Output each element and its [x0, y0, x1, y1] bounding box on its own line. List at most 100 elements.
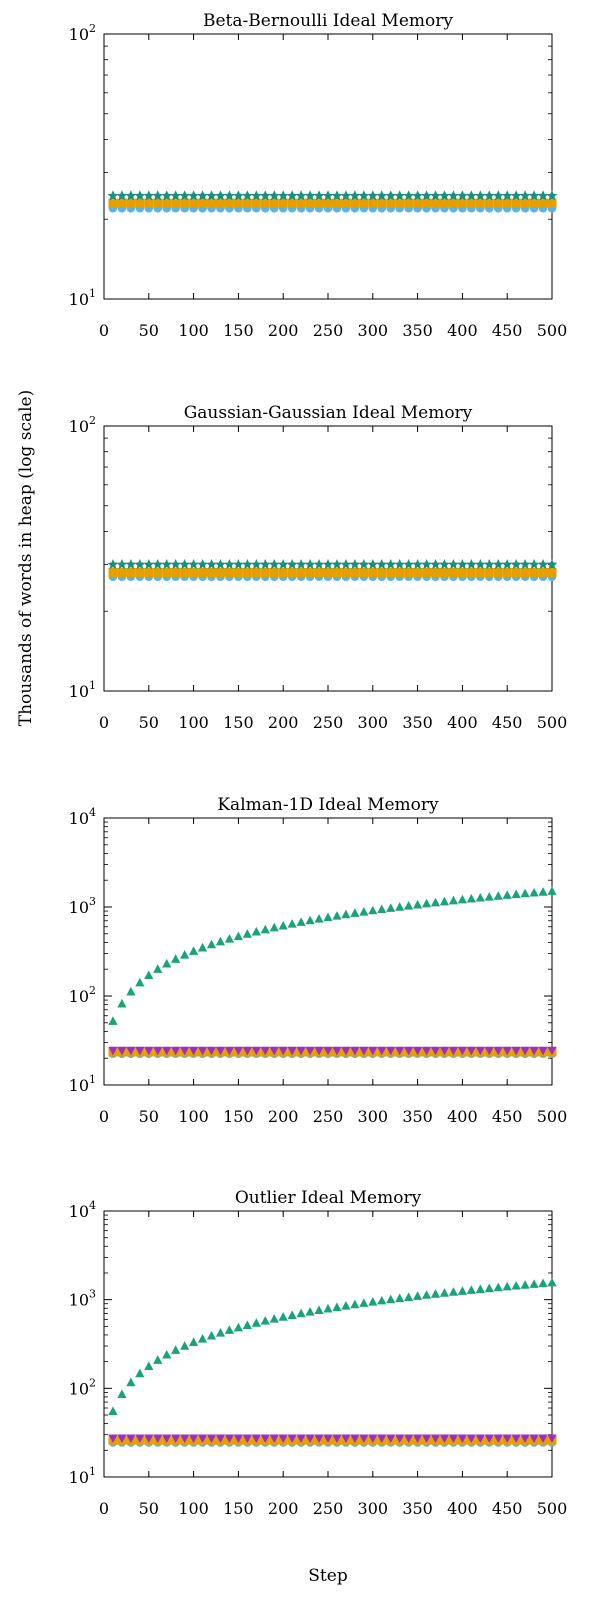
- data-point-0-2-39: [457, 190, 468, 201]
- data-point-0-1-32: [395, 198, 405, 208]
- data-point-3-3-35: [421, 1290, 432, 1299]
- data-point-3-3-26: [341, 1301, 351, 1310]
- data-point-2-3-13: [224, 934, 235, 943]
- data-point-2-3-41: [475, 892, 485, 902]
- data-point-1-1-29: [368, 568, 378, 578]
- data-point-3-2-17: [260, 1434, 270, 1444]
- data-point-0-2-1: [116, 190, 128, 201]
- data-point-3-3-40: [466, 1285, 476, 1294]
- data-point-0-1-13: [224, 198, 234, 208]
- data-point-3-2-39: [457, 1434, 467, 1444]
- chart-panel-2: Kalman-1D Ideal Memory 0 50 100 150 200 250 300…: [69, 795, 568, 1126]
- plot-frame-0: [103, 33, 553, 300]
- data-point-1-2-44: [501, 558, 513, 570]
- data-point-3-2-12: [215, 1434, 226, 1444]
- data-point-0-2-4: [143, 190, 155, 201]
- data-point-0-2-22: [304, 190, 316, 201]
- x-tick-label-3-2: 100: [178, 1499, 209, 1518]
- data-point-1-2-36: [430, 558, 441, 570]
- data-point-0-2-14: [233, 190, 244, 201]
- data-point-2-3-40: [466, 893, 476, 903]
- data-point-1-1-22: [305, 568, 315, 578]
- data-point-3-3-17: [260, 1316, 270, 1325]
- data-point-0-2-5: [152, 190, 164, 201]
- data-point-2-2-30: [377, 1046, 387, 1056]
- data-point-3-3-27: [350, 1299, 360, 1309]
- data-point-2-2-11: [206, 1046, 217, 1056]
- data-point-1-1-1: [117, 568, 127, 578]
- x-tick-label-2-4: 200: [268, 1107, 299, 1126]
- data-point-1-2-0: [107, 558, 119, 570]
- data-point-1-2-28: [358, 558, 370, 570]
- data-point-1-2-3: [134, 558, 146, 570]
- data-point-3-3-15: [242, 1320, 252, 1329]
- x-tick-label-1-3: 150: [223, 713, 254, 732]
- plot-frame-1: [103, 425, 553, 692]
- data-point-1-2-26: [340, 558, 352, 570]
- x-tick-label-2-7: 350: [402, 1107, 433, 1126]
- data-point-2-3-19: [278, 920, 288, 930]
- data-point-2-2-27: [350, 1046, 360, 1056]
- x-tick-label-2-3: 150: [223, 1107, 254, 1126]
- data-point-1-1-23: [314, 568, 324, 578]
- data-point-0-1-5: [153, 198, 163, 208]
- data-point-1-1-30: [377, 568, 387, 578]
- data-point-0-1-6: [162, 198, 172, 208]
- data-point-1-2-7: [170, 558, 182, 570]
- data-point-3-3-22: [305, 1306, 315, 1316]
- data-point-0-1-44: [502, 198, 512, 208]
- data-point-3-2-8: [180, 1434, 190, 1444]
- data-point-1-2-49: [546, 558, 558, 570]
- data-point-2-3-21: [296, 917, 306, 926]
- data-point-1-1-46: [520, 568, 530, 578]
- data-point-1-2-6: [161, 558, 173, 570]
- data-point-0-2-13: [224, 190, 235, 201]
- data-point-0-1-30: [377, 198, 387, 208]
- data-point-2-2-44: [502, 1046, 512, 1056]
- x-tick-label-1-2: 100: [178, 713, 209, 732]
- data-point-2-3-23: [314, 914, 324, 923]
- data-point-2-3-26: [341, 909, 351, 919]
- data-point-0-2-44: [501, 190, 513, 201]
- data-point-1-2-16: [250, 558, 262, 570]
- data-point-0-2-6: [161, 190, 173, 201]
- data-point-2-3-20: [287, 919, 297, 928]
- data-point-2-2-43: [493, 1046, 503, 1056]
- data-point-2-3-48: [538, 887, 548, 896]
- data-point-0-1-46: [520, 198, 530, 208]
- series-1-2: [107, 558, 558, 570]
- data-point-1-1-47: [529, 568, 539, 578]
- data-point-3-2-42: [484, 1434, 494, 1444]
- data-point-2-3-7: [171, 954, 181, 963]
- data-point-1-1-4: [144, 568, 154, 578]
- data-point-2-2-40: [466, 1046, 476, 1056]
- data-point-3-3-47: [529, 1279, 539, 1288]
- y-tick-label-2-0: 101: [69, 1073, 96, 1095]
- data-point-2-3-22: [305, 915, 315, 925]
- data-point-0-2-16: [250, 190, 262, 201]
- data-point-2-3-29: [368, 905, 378, 915]
- data-point-3-3-0: [108, 1406, 118, 1415]
- data-point-3-3-9: [189, 1337, 199, 1347]
- data-point-3-3-33: [404, 1292, 414, 1301]
- data-point-2-3-17: [260, 924, 270, 934]
- data-point-1-2-35: [421, 558, 432, 570]
- data-point-0-1-18: [269, 198, 279, 208]
- y-tick-label-2-3: 104: [69, 806, 96, 828]
- data-point-1-1-12: [215, 568, 225, 578]
- data-point-2-2-10: [197, 1046, 208, 1056]
- data-point-1-2-12: [215, 558, 226, 570]
- data-point-1-1-38: [448, 568, 458, 578]
- data-point-3-3-10: [197, 1333, 208, 1343]
- data-point-3-2-5: [153, 1434, 163, 1444]
- series-3-2: [108, 1434, 557, 1444]
- data-point-2-2-22: [305, 1046, 315, 1056]
- x-tick-label-2-8: 400: [447, 1107, 478, 1126]
- data-point-1-1-3: [135, 568, 145, 578]
- data-point-2-3-46: [520, 888, 530, 898]
- data-point-3-3-39: [457, 1286, 467, 1295]
- data-point-2-3-9: [189, 946, 199, 955]
- data-point-0-2-48: [537, 190, 549, 201]
- data-point-0-2-38: [448, 190, 459, 201]
- data-point-2-2-38: [448, 1046, 459, 1056]
